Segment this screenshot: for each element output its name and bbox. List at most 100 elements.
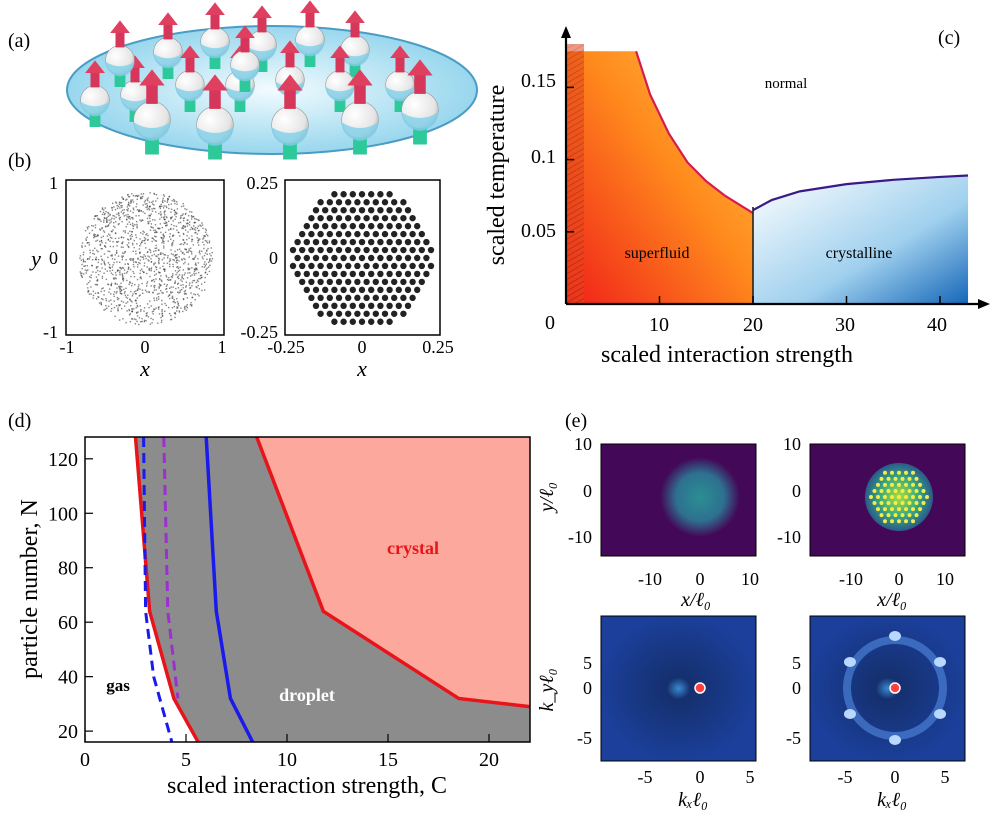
cloud-point [178,292,180,294]
cloud-point [82,251,85,254]
e-d1-ytick-2: -10 [568,527,592,547]
cloud-point [146,285,148,287]
cloud-point [190,251,193,253]
cloud-point [204,235,206,237]
cloud-point [185,222,188,225]
crystal-site [308,294,315,302]
cloud-point [161,205,163,207]
density-peak [883,470,887,475]
cloud-point [174,254,177,257]
crystal-site [377,302,384,310]
cloud-point [145,257,147,260]
crystal-site [358,206,366,214]
e-d1-ytick-1: 0 [583,481,592,501]
cloud-point [139,272,141,275]
cloud-point [107,250,109,252]
cloud-point [136,225,138,227]
cloud-point [86,264,88,267]
cloud-point [139,305,141,307]
crystal-site [377,270,384,278]
cloud-point [110,272,113,274]
cloud-point [104,264,106,266]
cloud-point [159,289,162,292]
cloud-point [148,267,150,270]
cloud-point [168,312,171,315]
cloud-point [111,237,113,239]
cloud-point [163,240,165,243]
cloud-point [124,231,126,234]
cloud-point [146,206,149,208]
crystal-boundary-line [255,437,530,709]
cloud-point [136,315,139,317]
cloud-point [112,229,114,231]
cloud-point [159,278,161,281]
cloud-point [173,225,175,227]
cloud-point [126,209,128,211]
cloud-point [133,272,135,275]
cloud-point [195,281,198,284]
cloud-point [130,199,132,201]
cloud-point [137,263,139,266]
cloud-point [168,260,171,263]
cloud-point [183,307,186,309]
cloud-point [97,269,99,272]
density-peak [883,495,887,499]
cloud-point [148,256,151,258]
cloud-point [143,320,146,323]
cloud-point [138,261,140,264]
c-label-crystalline: crystalline [826,245,893,262]
spin-particle [196,74,234,160]
cloud-point [174,202,176,205]
cloud-point [89,280,91,282]
cloud-point [186,222,189,224]
crystal-site [326,310,333,317]
crystal-site [404,270,412,278]
c-ylabel: scaled temperature [484,85,510,266]
cloud-point [158,306,160,308]
cloud-point [79,271,81,273]
cloud-point [127,238,129,240]
cloud-point [149,249,152,252]
crystal-site [404,222,412,230]
cloud-point [91,259,94,261]
crystal-site [354,230,361,238]
b-right-xtick-0: -0.25 [267,337,305,357]
cloud-point [201,224,204,226]
crystal-site [372,214,379,222]
cloud-point [203,266,206,268]
cloud-point [188,249,190,252]
cloud-point [196,268,198,271]
cloud-point [184,258,186,261]
crystal-site [340,254,347,262]
cloud-point [86,283,88,285]
cloud-point [108,233,110,235]
cloud-point [113,222,115,224]
cloud-point [173,299,175,301]
cloud-point [114,271,117,274]
cloud-point [196,227,199,230]
crystal-site [308,246,315,254]
cloud-point [158,258,161,260]
cloud-point [110,293,112,295]
crystal-site [372,230,379,238]
cloud-point [173,200,175,202]
cloud-point [102,287,104,289]
cloud-point [160,319,163,322]
cloud-point [118,217,121,219]
crystal-site [363,246,370,254]
cloud-point [106,235,109,237]
cloud-point [158,292,160,295]
crystal-site [331,302,338,310]
cloud-point [131,301,133,303]
cloud-point [171,297,173,299]
cloud-point [210,260,213,262]
cloud-point [171,307,174,309]
cloud-point [142,193,145,195]
crystal-site [427,246,435,254]
cloud-point [170,279,172,281]
cloud-point [175,257,177,259]
cloud-point [115,251,118,254]
cloud-point [159,267,161,269]
cloud-point [190,302,192,304]
cloud-point [183,263,185,265]
